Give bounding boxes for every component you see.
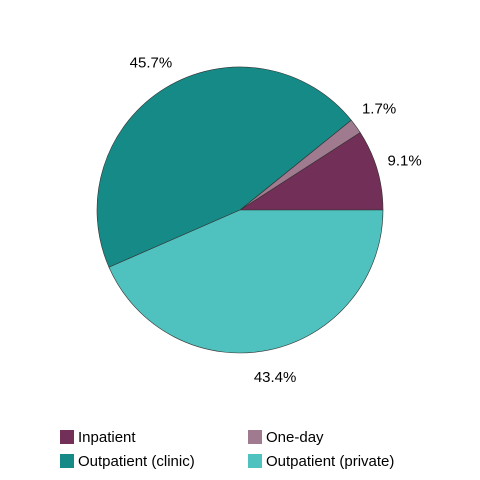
data-label: 9.1% <box>388 153 422 170</box>
legend-swatch <box>248 430 262 444</box>
legend-label: Outpatient (private) <box>266 453 394 470</box>
legend-label: Outpatient (clinic) <box>78 453 195 470</box>
legend-swatch <box>60 454 74 468</box>
data-label: 43.4% <box>254 369 297 386</box>
legend-label: One-day <box>266 429 324 446</box>
legend-swatch <box>248 454 262 468</box>
data-label: 1.7% <box>362 100 396 117</box>
pie-slice <box>96 66 352 268</box>
legend-swatch <box>60 430 74 444</box>
legend-label: Inpatient <box>78 429 136 446</box>
pie-slice <box>238 132 384 211</box>
data-label: 45.7% <box>130 54 173 71</box>
pie-slice <box>108 209 384 354</box>
